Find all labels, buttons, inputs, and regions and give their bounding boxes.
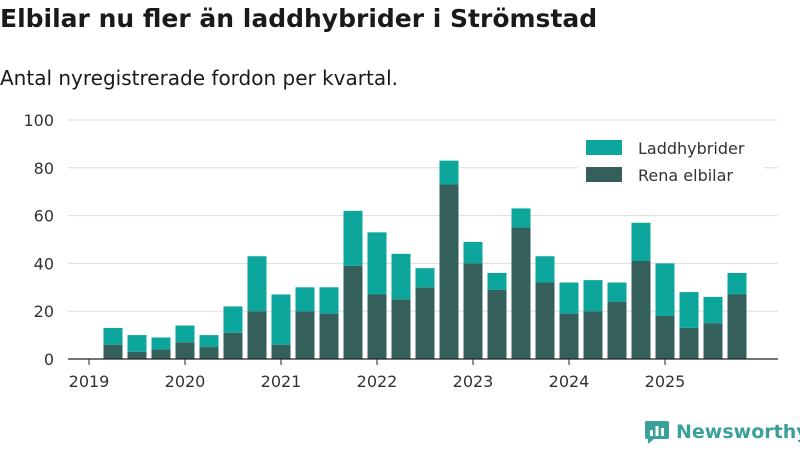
bar-laddhybrider — [343, 210, 363, 266]
bar-laddhybrider — [631, 222, 651, 262]
y-tick-label: 80 — [34, 159, 54, 178]
y-tick-label: 60 — [34, 207, 54, 226]
legend-label-laddhybrider: Laddhybrider — [638, 139, 745, 158]
bar-rena-elbilar — [367, 294, 387, 359]
bar-rena-elbilar — [247, 311, 267, 359]
bar-laddhybrider — [535, 256, 555, 283]
bar-laddhybrider — [295, 287, 315, 312]
bar-rena-elbilar — [727, 294, 747, 359]
x-tick-label: 2024 — [549, 372, 590, 391]
bar-laddhybrider — [103, 327, 123, 345]
y-tick-label: 0 — [44, 350, 54, 369]
bar-laddhybrider — [367, 232, 387, 295]
bar-rena-elbilar — [175, 342, 195, 359]
bar-laddhybrider — [271, 294, 291, 345]
x-tick-label: 2022 — [357, 372, 398, 391]
bar-laddhybrider — [583, 280, 603, 312]
x-tick-label: 2021 — [261, 372, 302, 391]
bar-rena-elbilar — [127, 351, 147, 359]
bar-rena-elbilar — [535, 282, 555, 359]
bar-rena-elbilar — [199, 347, 219, 359]
bar-rena-elbilar — [271, 344, 291, 359]
legend-swatch-rena-elbilar — [586, 167, 622, 182]
bar-rena-elbilar — [703, 323, 723, 359]
bar-laddhybrider — [415, 268, 435, 288]
bar-laddhybrider — [127, 335, 147, 352]
newsworthy-logo-text: Newsworthy — [676, 421, 800, 443]
bar-laddhybrider — [223, 306, 243, 333]
chart-title: Elbilar nu fler än laddhybrider i Ströms… — [0, 4, 598, 33]
y-tick-label: 100 — [23, 111, 54, 130]
bar-laddhybrider — [703, 296, 723, 324]
bar-rena-elbilar — [223, 332, 243, 359]
bar-laddhybrider — [151, 337, 171, 350]
bar-rena-elbilar — [607, 301, 627, 359]
bar-rena-elbilar — [559, 313, 579, 359]
bar-rena-elbilar — [103, 344, 123, 359]
bar-rena-elbilar — [463, 263, 483, 359]
bar-rena-elbilar — [511, 227, 531, 359]
bar-rena-elbilar — [487, 289, 507, 359]
bar-rena-elbilar — [391, 299, 411, 359]
bar-laddhybrider — [511, 208, 531, 228]
bar-rena-elbilar — [415, 287, 435, 359]
bar-laddhybrider — [607, 282, 627, 302]
bar-rena-elbilar — [655, 315, 675, 359]
bar-laddhybrider — [175, 325, 195, 343]
bar-laddhybrider — [247, 256, 267, 312]
bar-laddhybrider — [391, 253, 411, 300]
bar-rena-elbilar — [631, 261, 651, 359]
x-tick-label: 2023 — [453, 372, 494, 391]
bar-laddhybrider — [439, 160, 459, 185]
legend-label-rena-elbilar: Rena elbilar — [638, 166, 733, 185]
bar-rena-elbilar — [679, 327, 699, 359]
newsworthy-logo-icon — [645, 421, 669, 444]
chart-subtitle: Antal nyregistrerade fordon per kvartal. — [0, 66, 399, 90]
bar-laddhybrider — [199, 335, 219, 348]
x-tick-label: 2019 — [69, 372, 110, 391]
x-tick-label: 2020 — [165, 372, 206, 391]
bar-laddhybrider — [319, 287, 339, 314]
bar-rena-elbilar — [151, 349, 171, 359]
x-tick-label: 2025 — [645, 372, 686, 391]
y-tick-label: 20 — [34, 302, 54, 321]
bar-laddhybrider — [559, 282, 579, 314]
bar-laddhybrider — [463, 241, 483, 264]
bar-rena-elbilar — [319, 313, 339, 359]
y-tick-label: 40 — [34, 254, 54, 273]
bar-laddhybrider — [655, 263, 675, 316]
bar-laddhybrider — [679, 292, 699, 328]
legend-swatch-laddhybrider — [586, 140, 622, 155]
newsworthy-logo: Newsworthy — [644, 419, 800, 445]
bar-rena-elbilar — [583, 311, 603, 359]
bar-rena-elbilar — [343, 265, 363, 359]
bar-rena-elbilar — [295, 311, 315, 359]
bar-rena-elbilar — [439, 184, 459, 359]
bar-laddhybrider — [487, 272, 507, 290]
bar-laddhybrider — [727, 272, 747, 295]
